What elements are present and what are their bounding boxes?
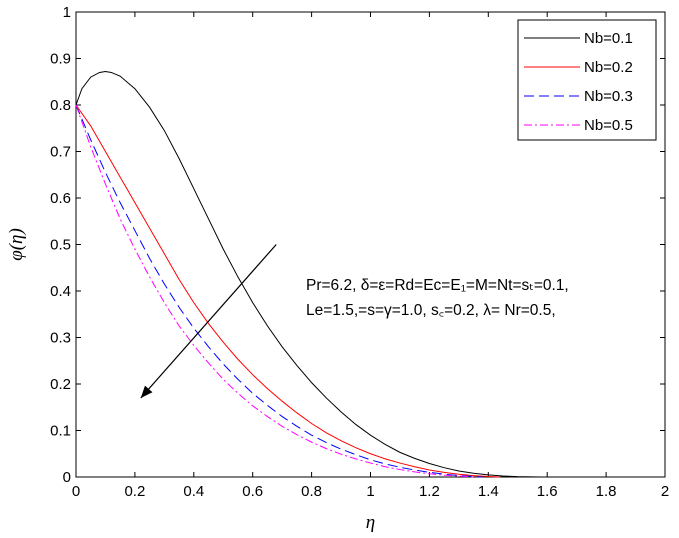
parameter-annotation-line: Le=1.5,=s=γ=1.0, s꜀=0.2, λ= Nr=0.5, [306, 302, 556, 319]
y-tick-label: 0.8 [50, 97, 71, 114]
series-line-nb-0-3 [75, 104, 483, 478]
x-tick-label: 1.6 [537, 483, 558, 500]
y-tick-label: 0.6 [50, 190, 71, 207]
x-tick-label: 1.4 [478, 483, 499, 500]
x-tick-label: 1.2 [419, 483, 440, 500]
legend-label: Nb=0.3 [584, 88, 633, 105]
y-axis-label: φ(η) [6, 228, 27, 261]
x-axis-label: η [366, 512, 375, 533]
y-tick-label: 0 [63, 469, 71, 486]
trend-arrow-head [140, 385, 153, 398]
x-tick-label: 0.4 [183, 483, 204, 500]
y-tick-label: 1 [63, 4, 71, 21]
y-tick-label: 0.1 [50, 423, 71, 440]
series-line-nb-0-5 [75, 104, 474, 478]
parameter-annotation-line: Pr=6.2, δ=ε=Rd=Ec=E₁=M=Nt=sₜ=0.1, [306, 277, 569, 294]
y-tick-label: 0.3 [50, 330, 71, 347]
trend-arrow-shaft [140, 244, 277, 399]
legend-label: Nb=0.1 [584, 30, 633, 47]
x-tick-label: 2 [661, 483, 669, 500]
legend-box [517, 19, 657, 141]
y-tick-label: 0.5 [50, 237, 71, 254]
x-tick-label: 1 [366, 483, 374, 500]
y-tick-label: 0.2 [50, 376, 71, 393]
x-tick-label: 0 [72, 483, 80, 500]
y-tick-label: 0.7 [50, 144, 71, 161]
y-tick-label: 0.4 [50, 283, 71, 300]
x-tick-label: 0.8 [301, 483, 322, 500]
series-line-nb-0-2 [75, 104, 501, 478]
x-tick-label: 0.6 [242, 483, 263, 500]
legend-label: Nb=0.2 [584, 59, 633, 76]
x-tick-label: 0.2 [124, 483, 145, 500]
y-tick-label: 0.9 [50, 51, 71, 68]
legend-label: Nb=0.5 [584, 117, 633, 134]
x-tick-label: 1.8 [596, 483, 617, 500]
series-line-nb-0-1 [75, 71, 542, 478]
